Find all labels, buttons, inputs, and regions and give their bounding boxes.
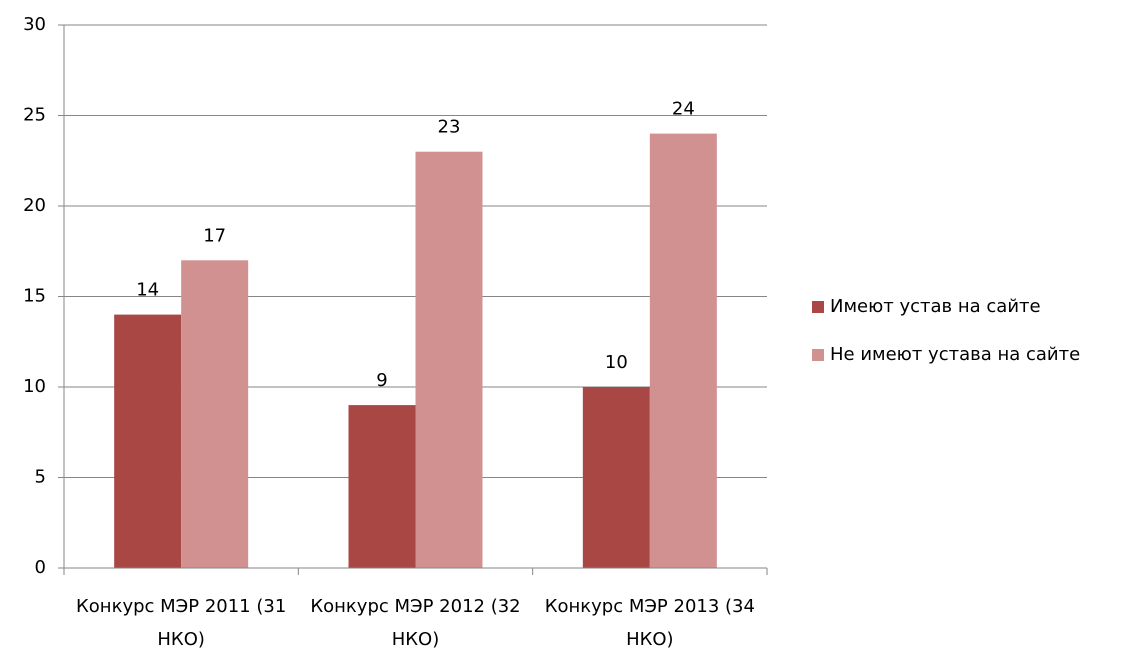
data-label: 10 xyxy=(605,352,628,373)
y-tick-label: 25 xyxy=(23,105,46,126)
bar xyxy=(582,387,650,568)
data-label: 23 xyxy=(438,117,461,138)
x-tick-label: Конкурс МЭР 2013 (34 НКО) xyxy=(544,596,755,648)
y-tick-label: 10 xyxy=(23,376,46,397)
data-label: 24 xyxy=(672,99,695,120)
legend-label: Имеют устав на сайте xyxy=(830,296,1041,317)
y-tick-label: 15 xyxy=(23,286,46,307)
y-tick-label: 5 xyxy=(35,467,46,488)
y-tick-label: 0 xyxy=(35,557,46,578)
bar xyxy=(649,133,717,568)
legend-swatch xyxy=(812,301,824,313)
y-tick-label: 20 xyxy=(23,195,46,216)
legend-label: Не имеют устава на сайте xyxy=(830,344,1080,365)
x-tick-label: Конкурс МЭР 2011 (31 НКО) xyxy=(76,596,287,648)
data-label: 14 xyxy=(136,280,159,301)
x-tick-label: Конкурс МЭР 2012 (32 НКО) xyxy=(310,596,521,648)
bar xyxy=(181,260,249,568)
data-label: 9 xyxy=(376,370,387,391)
bar xyxy=(415,151,483,568)
bar xyxy=(114,314,182,568)
y-tick-label: 30 xyxy=(23,14,46,35)
data-label: 17 xyxy=(203,225,226,246)
bar xyxy=(348,405,416,568)
legend-swatch xyxy=(812,349,824,361)
